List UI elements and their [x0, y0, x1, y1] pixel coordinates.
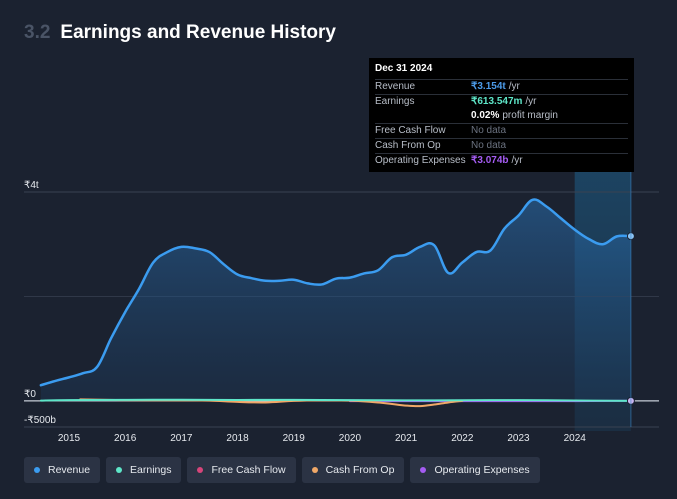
legend-label: Operating Expenses — [434, 464, 530, 476]
legend-dot-icon — [34, 467, 40, 473]
tooltip-row: Revenue ₹3.154t/yr — [375, 79, 628, 94]
tooltip-unit: /yr — [525, 96, 537, 107]
tooltip-row: Free Cash Flow No data — [375, 123, 628, 138]
tooltip-label: Free Cash Flow — [375, 125, 446, 136]
x-tick-label: 2019 — [283, 433, 306, 444]
tooltip-date: Dec 31 2024 — [375, 63, 433, 74]
tooltip-unit: /yr — [511, 155, 523, 166]
revenue-area — [40, 199, 631, 401]
series-line-earnings — [39, 398, 632, 402]
tooltip-label: Operating Expenses — [375, 155, 466, 166]
tooltip-value: ₹3.074b — [471, 155, 509, 166]
tooltip-value: ₹613.547m — [471, 96, 523, 107]
x-tick-label: 2015 — [58, 433, 81, 444]
x-tick-label: 2022 — [451, 433, 474, 444]
legend-label: Revenue — [48, 464, 91, 476]
legend-item-operating-expenses[interactable]: Operating Expenses — [410, 457, 540, 483]
tooltip-label: Cash From Op — [375, 140, 441, 151]
x-tick-label: 2023 — [507, 433, 530, 444]
legend-item-revenue[interactable]: Revenue — [24, 457, 101, 483]
legend-dot-icon — [420, 467, 427, 473]
tooltip-label — [375, 109, 471, 123]
tooltip-value: 0.02% — [471, 110, 500, 121]
x-tick-label: 2021 — [395, 433, 418, 444]
legend-label: Earnings — [130, 464, 172, 476]
tooltip-value: ₹3.154t — [471, 81, 506, 92]
tooltip-label: Revenue — [375, 81, 416, 92]
tooltip-row: Operating Expenses ₹3.074b/yr — [375, 153, 628, 168]
y-tick-label: ₹4t — [24, 180, 39, 191]
x-tick-label: 2020 — [339, 433, 362, 444]
tooltip-unit: profit margin — [502, 110, 558, 121]
legend-label: Free Cash Flow — [211, 464, 286, 476]
legend-dot-icon — [311, 467, 318, 473]
tooltip-unit: /yr — [508, 81, 520, 92]
x-tick-label: 2024 — [564, 433, 587, 444]
x-tick-label: 2016 — [114, 433, 137, 444]
legend-dot-icon — [116, 467, 123, 473]
page-title: Earnings and Revenue History — [60, 22, 336, 43]
chart-tooltip: Dec 31 2024 Revenue ₹3.154t/yr Earnings ₹61… — [369, 58, 634, 172]
legend-item-earnings[interactable]: Earnings — [106, 457, 182, 483]
chart-legend: Revenue Earnings Free Cash Flow Cash From O… — [24, 457, 540, 483]
section-number: 3.2 — [24, 22, 51, 43]
x-tick-label: 2018 — [226, 433, 249, 444]
legend-item-cash-from-op[interactable]: Cash From Op — [301, 457, 405, 483]
series-line-revenue — [39, 198, 633, 387]
tooltip-nodata: No data — [471, 125, 507, 136]
y-tick-label: ₹0 — [24, 389, 36, 400]
tooltip-label: Earnings — [375, 96, 415, 107]
tooltip-nodata: No data — [471, 140, 507, 151]
legend-item-free-cash-flow[interactable]: Free Cash Flow — [187, 457, 296, 483]
y-tick-label: -₹500b — [24, 415, 56, 426]
tooltip-row: 0.02% profit margin — [375, 109, 628, 123]
tooltip-row: Cash From Op No data — [375, 138, 628, 153]
chart-header: 3.2 Earnings and Revenue History — [24, 22, 336, 44]
legend-dot-icon — [197, 467, 204, 473]
tooltip-row: Earnings ₹613.547m/yr — [375, 94, 628, 109]
legend-label: Cash From Op — [325, 464, 395, 476]
x-tick-label: 2017 — [170, 433, 193, 444]
